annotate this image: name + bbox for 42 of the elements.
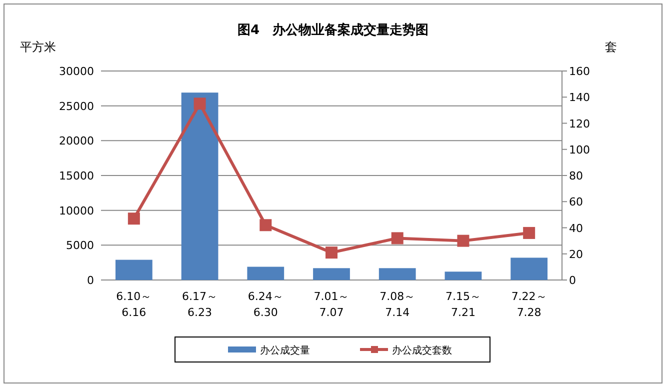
y-tick-label: 25000 [59, 100, 94, 113]
y-tick-label: 10000 [59, 204, 94, 218]
x-tick-label: 6.10～6.16 [116, 290, 152, 319]
y-tick-label: 20000 [59, 134, 94, 148]
y-tick-label: 30000 [59, 65, 94, 78]
x-tick-label: 6.24～6.30 [248, 290, 284, 319]
y2-axis-title: 套 [605, 40, 617, 54]
y2-tick-label: 120 [569, 117, 590, 130]
x-tick-label: 7.22～7.28 [511, 290, 547, 319]
point [260, 219, 272, 232]
point [326, 246, 338, 259]
bar [510, 258, 548, 280]
bar [247, 266, 284, 280]
y2-tick-label: 160 [569, 65, 590, 78]
y-axis-title: 平方米 [20, 40, 56, 54]
chart-title: 图4 办公物业备案成交量走势图 [237, 22, 429, 38]
y2-tick-label: 60 [569, 196, 583, 209]
y2-tick-label: 80 [569, 170, 583, 182]
bar [181, 92, 218, 280]
x-tick-label: 7.08～7.14 [380, 290, 416, 319]
legend-label: 办公成交套数 [392, 344, 452, 356]
y2-tick-label: 140 [569, 91, 590, 104]
y-tick-label: 0 [87, 274, 94, 287]
point [128, 212, 140, 225]
y2-tick-label: 100 [569, 143, 590, 156]
y2-tick-label: 0 [569, 274, 576, 287]
x-tick-label: 6.17～6.23 [182, 290, 218, 319]
point [523, 226, 536, 239]
bar [115, 260, 152, 280]
point [457, 234, 470, 247]
y2-tick-label: 20 [569, 248, 583, 261]
y-tick-label: 5000 [66, 239, 94, 252]
point [391, 232, 404, 244]
x-tick-label: 7.15～7.21 [445, 290, 481, 319]
point [194, 98, 206, 110]
bar [444, 272, 482, 280]
bar [378, 268, 416, 280]
y-tick-label: 15000 [59, 170, 94, 182]
y2-tick-label: 40 [569, 222, 583, 235]
bar [313, 268, 350, 280]
x-tick-label: 7.01～7.07 [314, 290, 350, 319]
legend-label: 办公成交量 [260, 344, 310, 356]
